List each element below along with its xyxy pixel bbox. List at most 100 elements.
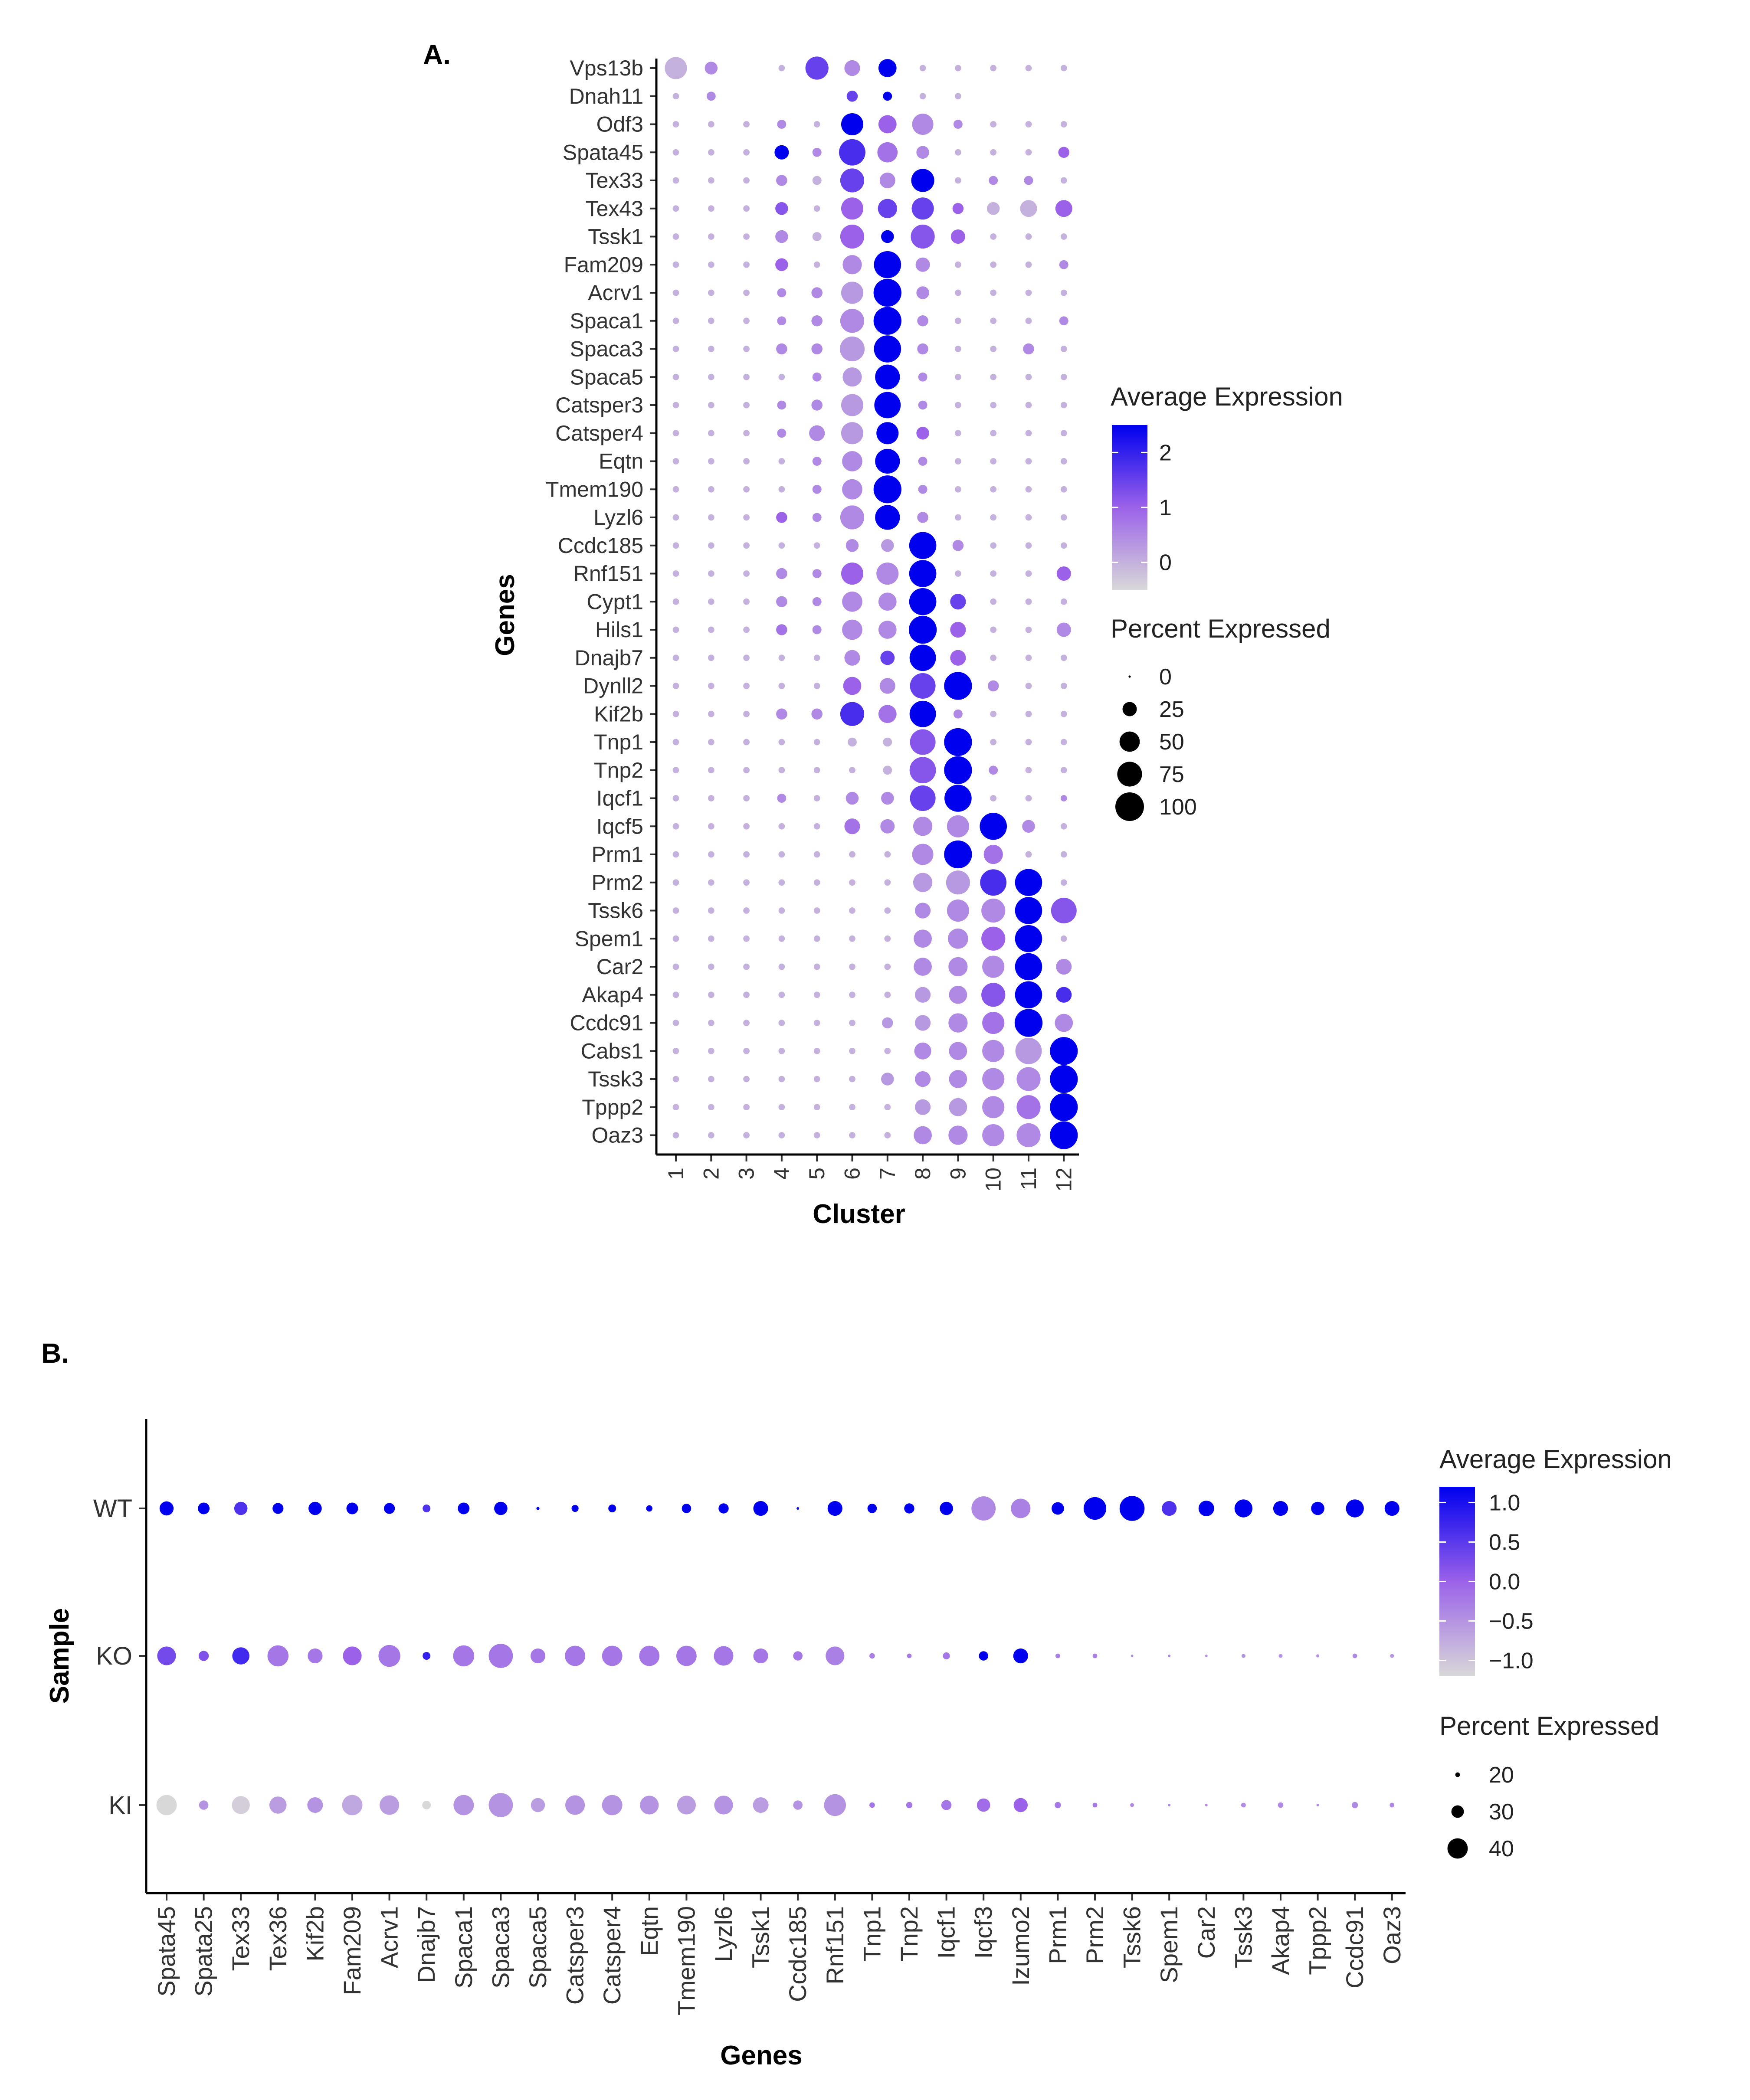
panel-a: A. Vps13b Dnah11 Odf3 Spata45 Tex33 Tex43 Tssk… xyxy=(423,39,1343,1229)
dot-ki-tnp1 xyxy=(869,1802,875,1808)
dot-ki-acrv1 xyxy=(380,1795,400,1815)
dot-tssk3-cluster-4 xyxy=(778,1076,785,1083)
panel-b-colorbar-ticks: 1.0 0.5 0.0 −0.5 −1.0 xyxy=(1439,1490,1534,1674)
dot-tssk1-cluster-8 xyxy=(911,224,935,249)
dot-iqcf5-cluster-1 xyxy=(672,823,679,830)
dot-dnah11-cluster-2 xyxy=(706,92,716,101)
b-ytick-label: KI xyxy=(108,1791,132,1819)
a-ytick-label: Prm1 xyxy=(592,842,643,867)
dot-fam209-cluster-12 xyxy=(1059,260,1068,269)
dot-cabs1-cluster-2 xyxy=(708,1047,714,1054)
dot-car2-cluster-1 xyxy=(672,963,679,970)
dot-iqcf1-cluster-9 xyxy=(944,785,972,812)
dot-prm1-cluster-12 xyxy=(1060,851,1067,858)
dot-wt-catsper3 xyxy=(571,1505,579,1512)
dot-ki-iqcf1 xyxy=(941,1800,952,1810)
dot-wt-tssk1 xyxy=(753,1501,768,1516)
dot-catsper3-cluster-6 xyxy=(841,394,864,416)
dot-kif2b-cluster-8 xyxy=(909,700,936,727)
dot-rnf151-cluster-2 xyxy=(708,570,714,577)
a-ytick-label: Catsper3 xyxy=(555,393,643,417)
dot-ki-ccdc91 xyxy=(1352,1802,1358,1809)
dot-vps13b-cluster-7 xyxy=(878,59,897,77)
dot-ko-iqcf3 xyxy=(979,1651,988,1661)
dot-vps13b-cluster-11 xyxy=(1025,65,1032,72)
b-xtick-label: Catsper3 xyxy=(561,1906,589,2005)
b-xtick-label: Tppp2 xyxy=(1304,1906,1331,1975)
dot-fam209-cluster-7 xyxy=(874,251,901,278)
dot-acrv1-cluster-6 xyxy=(841,281,864,304)
dot-lyzl6-cluster-2 xyxy=(708,514,714,521)
dot-ccdc91-cluster-1 xyxy=(672,1020,679,1026)
dot-dynll2-cluster-7 xyxy=(879,678,895,694)
dot-odf3-cluster-3 xyxy=(743,121,750,128)
dot-eqtn-cluster-4 xyxy=(778,458,785,464)
dot-cabs1-cluster-12 xyxy=(1050,1037,1078,1065)
dot-dynll2-cluster-3 xyxy=(743,683,750,689)
dot-prm1-cluster-6 xyxy=(849,851,855,858)
b-xtick-label: Car2 xyxy=(1193,1906,1220,1959)
a-ytick-label: Hils1 xyxy=(595,618,643,642)
dot-dynll2-cluster-10 xyxy=(987,680,999,692)
dot-ki-kif2b xyxy=(307,1797,323,1813)
dot-odf3-cluster-2 xyxy=(708,121,714,128)
dot-wt-rnf151 xyxy=(827,1501,842,1516)
dot-tppp2-cluster-1 xyxy=(672,1104,679,1111)
dot-tnp1-cluster-2 xyxy=(708,739,714,746)
dot-iqcf1-cluster-8 xyxy=(910,785,936,811)
dot-wt-spata45 xyxy=(159,1501,174,1516)
dot-tssk3-cluster-8 xyxy=(915,1071,931,1087)
dot-tmem190-cluster-9 xyxy=(955,486,961,493)
dot-oaz3-cluster-4 xyxy=(778,1132,785,1138)
dot-tex33-cluster-12 xyxy=(1060,177,1067,184)
dot-akap4-cluster-12 xyxy=(1056,987,1072,1003)
dot-spaca1-cluster-8 xyxy=(917,315,928,327)
dot-spaca3-cluster-7 xyxy=(874,335,901,363)
dot-oaz3-cluster-6 xyxy=(849,1132,855,1138)
dot-lyzl6-cluster-9 xyxy=(955,514,961,521)
dot-tex43-cluster-11 xyxy=(1020,200,1037,217)
dot-wt-tex36 xyxy=(272,1503,284,1514)
dot-iqcf5-cluster-9 xyxy=(947,815,969,837)
a-ytick-label: Rnf151 xyxy=(574,562,643,586)
dot-tppp2-cluster-3 xyxy=(743,1104,750,1111)
dot-ccdc91-cluster-8 xyxy=(915,1015,931,1031)
a-ytick-label: Iqcf1 xyxy=(596,786,643,811)
dot-tppp2-cluster-10 xyxy=(982,1096,1005,1119)
dot-tssk1-cluster-10 xyxy=(990,233,997,240)
dot-spaca1-cluster-9 xyxy=(955,317,961,324)
dot-spaca1-cluster-2 xyxy=(708,317,714,324)
dot-cabs1-cluster-8 xyxy=(914,1042,931,1060)
dot-tnp2-cluster-5 xyxy=(813,767,820,774)
dot-spata45-cluster-6 xyxy=(839,139,865,166)
dot-dnajb7-cluster-9 xyxy=(950,650,966,666)
dot-cypt1-cluster-7 xyxy=(878,592,897,611)
dot-iqcf1-cluster-11 xyxy=(1025,795,1032,801)
dot-eqtn-cluster-5 xyxy=(812,457,822,466)
dot-tppp2-cluster-5 xyxy=(813,1104,820,1111)
dot-tex43-cluster-4 xyxy=(775,202,788,215)
dot-fam209-cluster-11 xyxy=(1025,261,1032,268)
dot-wt-tnp2 xyxy=(904,1503,914,1514)
dot-spaca3-cluster-8 xyxy=(917,343,928,355)
dot-rnf151-cluster-1 xyxy=(672,570,679,577)
dot-tssk1-cluster-6 xyxy=(840,224,865,249)
dot-spaca5-cluster-8 xyxy=(918,372,927,382)
dot-tex33-cluster-5 xyxy=(812,176,822,185)
dot-ko-catsper3 xyxy=(565,1645,585,1666)
dot-hils1-cluster-12 xyxy=(1056,622,1071,637)
dot-odf3-cluster-6 xyxy=(841,113,864,136)
b-xtick-label: Oaz3 xyxy=(1378,1906,1406,1964)
dot-prm2-cluster-8 xyxy=(913,873,933,892)
dot-spaca1-cluster-10 xyxy=(990,317,997,324)
dot-wt-prm2 xyxy=(1083,1497,1107,1520)
dot-oaz3-cluster-8 xyxy=(914,1126,932,1145)
a-ytick-label: Tmem190 xyxy=(546,477,643,501)
dot-ko-iqcf1 xyxy=(943,1652,950,1660)
dot-dnajb7-cluster-7 xyxy=(880,651,895,665)
dot-ccdc91-cluster-4 xyxy=(778,1020,785,1026)
dot-catsper3-cluster-4 xyxy=(777,400,787,410)
dot-catsper4-cluster-10 xyxy=(990,430,997,437)
dot-spata45-cluster-1 xyxy=(672,149,679,156)
dot-acrv1-cluster-7 xyxy=(873,278,901,307)
